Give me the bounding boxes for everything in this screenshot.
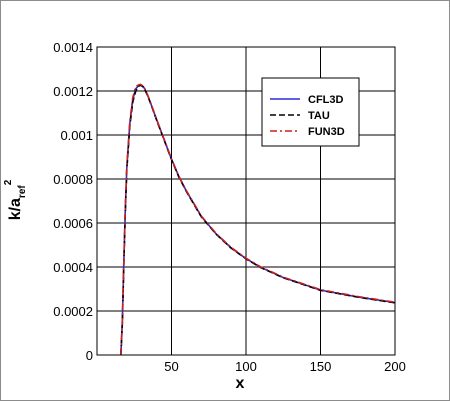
tick-labels: 50 100 150 200 0 0.0002 0.0004 0.0006 0.0008 0.00… [53, 40, 406, 374]
y-axis-title-sup: 2 [3, 179, 14, 185]
y-tick-label: 0 [86, 348, 93, 363]
series-line-fun3d [120, 83, 396, 356]
y-tick-label: 0.001 [60, 128, 93, 143]
x-axis-title: x [236, 375, 245, 392]
legend-label-cfl3d: CFL3D [308, 94, 344, 106]
x-tick-label: 50 [164, 359, 178, 374]
legend-label-tau: TAU [308, 110, 330, 122]
y-tick-label: 0.0006 [53, 216, 93, 231]
legend: CFL3D TAU FUN3D [261, 77, 360, 147]
y-axis-title-base: k/a [7, 198, 24, 220]
y-tick-label: 0.0002 [53, 304, 93, 319]
x-tick-label: 100 [235, 359, 257, 374]
x-tick-label: 200 [384, 359, 406, 374]
legend-label-fun3d: FUN3D [308, 126, 345, 138]
y-axis-title-sub: ref [17, 185, 28, 198]
x-tick-label: 150 [310, 359, 332, 374]
y-tick-label: 0.0004 [53, 260, 93, 275]
series-lines [120, 83, 396, 356]
y-tick-label: 0.0012 [53, 84, 93, 99]
axis-ticks [97, 46, 396, 356]
y-axis-title: k/aref2 [3, 179, 28, 220]
y-tick-label: 0.0014 [53, 40, 93, 55]
y-tick-label: 0.0008 [53, 172, 93, 187]
legend-box [261, 77, 360, 147]
